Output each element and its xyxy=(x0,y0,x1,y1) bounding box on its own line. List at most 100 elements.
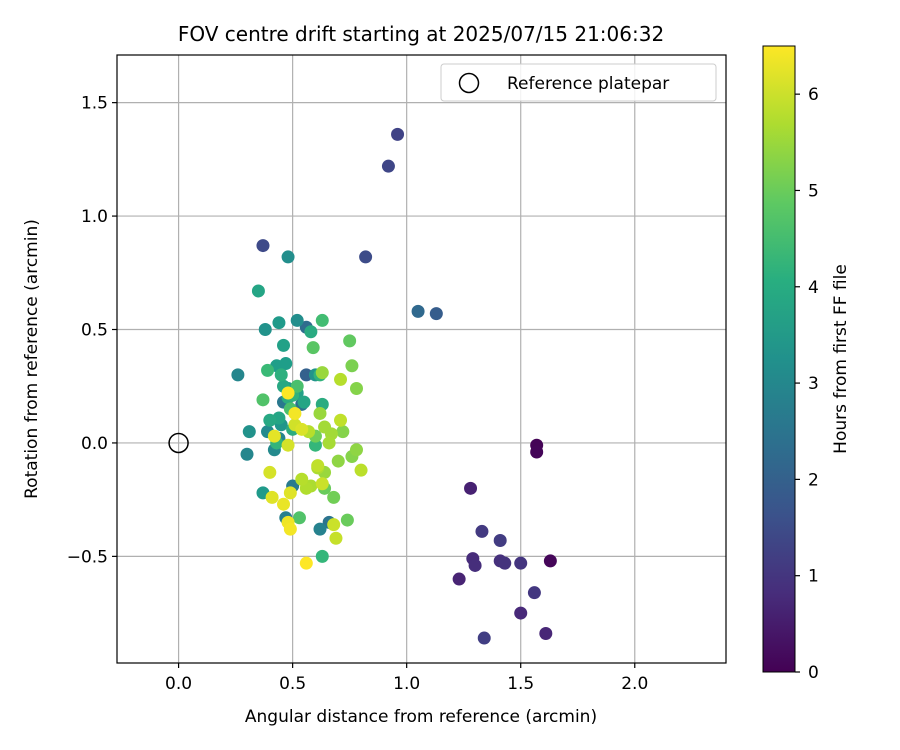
legend-marker xyxy=(458,72,480,94)
data-point xyxy=(343,334,357,348)
data-point xyxy=(311,459,325,473)
data-point xyxy=(313,522,327,536)
reference-platepar-marker xyxy=(168,432,189,454)
data-point xyxy=(514,606,528,620)
data-point xyxy=(281,386,295,400)
data-point xyxy=(308,438,322,452)
data-point xyxy=(493,533,507,547)
data-point xyxy=(299,556,313,570)
y-tick-label: 0.5 xyxy=(81,321,108,341)
data-point xyxy=(288,406,302,420)
data-point xyxy=(539,627,553,641)
legend-box xyxy=(440,63,717,102)
x-tick-label: 1.5 xyxy=(507,674,534,694)
data-point xyxy=(261,363,275,377)
data-point xyxy=(297,395,311,409)
data-point xyxy=(306,341,320,355)
data-point xyxy=(315,477,329,491)
x-tick-label: 0.5 xyxy=(279,674,306,694)
data-point xyxy=(251,284,265,298)
data-point xyxy=(334,372,348,386)
legend-entry-reference: Reference platepar xyxy=(507,74,669,94)
data-point xyxy=(381,159,395,173)
colorbar-label: Hours from first FF file xyxy=(831,264,851,454)
data-point xyxy=(359,250,373,264)
colorbar-tick-label: 1 xyxy=(808,567,819,587)
data-point xyxy=(313,406,327,420)
data-point xyxy=(429,307,443,321)
data-point xyxy=(267,429,281,443)
legend: Reference platepar xyxy=(440,63,717,102)
y-tick-label: 0.0 xyxy=(81,434,108,454)
data-point xyxy=(345,359,359,373)
data-point xyxy=(265,490,279,504)
data-point xyxy=(281,438,295,452)
data-point xyxy=(258,323,272,337)
data-point xyxy=(334,413,348,427)
data-point xyxy=(290,313,304,327)
data-point xyxy=(331,454,345,468)
data-point xyxy=(530,445,544,459)
chart-title: FOV centre drift starting at 2025/07/15 … xyxy=(178,22,664,46)
data-point xyxy=(277,338,291,352)
data-point xyxy=(514,556,528,570)
data-point xyxy=(315,366,329,380)
data-point xyxy=(336,425,350,439)
grid-lines xyxy=(117,55,726,663)
data-point xyxy=(543,554,557,568)
data-point xyxy=(411,304,425,318)
data-point xyxy=(240,447,254,461)
data-point xyxy=(279,357,293,371)
data-point xyxy=(315,549,329,563)
data-point xyxy=(290,379,304,393)
data-point xyxy=(464,481,478,495)
y-tick-label: 1.0 xyxy=(81,207,108,227)
data-point xyxy=(272,316,286,330)
data-point xyxy=(475,524,489,538)
scatter-points xyxy=(231,127,557,645)
data-point xyxy=(242,425,256,439)
data-point xyxy=(322,436,336,450)
colorbar-tick-label: 6 xyxy=(808,85,819,105)
colorbar xyxy=(762,45,796,673)
data-point xyxy=(498,556,512,570)
data-point xyxy=(349,381,363,395)
data-point xyxy=(263,465,277,479)
data-point xyxy=(315,313,329,327)
x-tick-label: 2.0 xyxy=(621,674,648,694)
data-point xyxy=(477,631,491,645)
data-point xyxy=(391,127,405,141)
data-point xyxy=(295,472,309,486)
colorbar-tick-label: 5 xyxy=(808,181,819,201)
colorbar-tick-label: 0 xyxy=(808,663,819,683)
data-point xyxy=(263,413,277,427)
data-point xyxy=(231,368,245,382)
data-point xyxy=(283,486,297,500)
data-point xyxy=(256,393,270,407)
y-axis-label: Rotation from reference (arcmin) xyxy=(22,219,42,499)
data-point xyxy=(292,511,306,525)
plot-frame xyxy=(116,54,727,664)
data-point xyxy=(327,490,341,504)
y-axis-ticks: −0.5 0.0 0.5 1.0 1.5 xyxy=(67,94,117,567)
data-point xyxy=(340,513,354,527)
y-tick-label: 1.5 xyxy=(81,94,108,114)
data-point xyxy=(527,586,541,600)
colorbar-ticks: 0 1 2 3 4 5 6 xyxy=(795,85,819,683)
data-point xyxy=(329,531,343,545)
data-point xyxy=(277,497,291,511)
data-point xyxy=(299,368,313,382)
data-point xyxy=(304,325,318,339)
x-axis-label: Angular distance from reference (arcmin) xyxy=(245,707,597,727)
data-point xyxy=(327,518,341,532)
data-point xyxy=(281,250,295,264)
data-point xyxy=(468,558,482,572)
x-tick-label: 0.0 xyxy=(165,674,192,694)
x-tick-label: 1.0 xyxy=(393,674,420,694)
data-point xyxy=(256,239,270,253)
y-tick-label: −0.5 xyxy=(67,547,108,567)
data-point xyxy=(452,572,466,586)
data-point xyxy=(283,522,297,536)
colorbar-tick-label: 2 xyxy=(808,470,819,490)
data-point xyxy=(295,422,309,436)
